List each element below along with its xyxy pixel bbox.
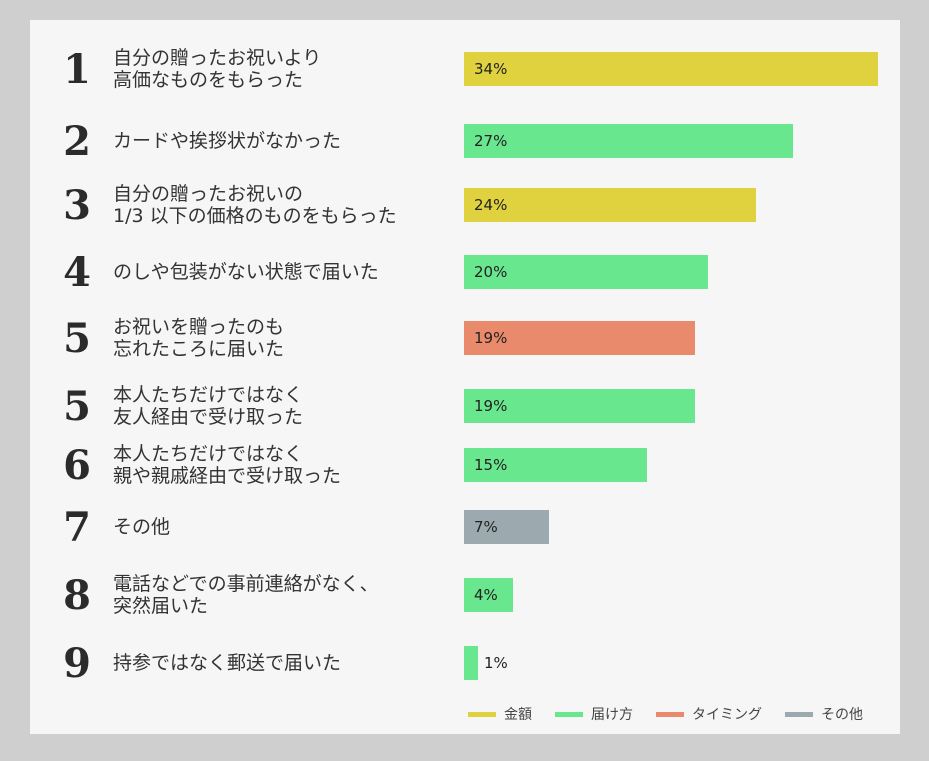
bar-row: 5 お祝いを贈ったのも 忘れたころに届いた 19%	[30, 313, 900, 363]
bar-row: 3 自分の贈ったお祝いの 1/3 以下の価格のものをもらった 24%	[30, 180, 900, 230]
rank-number: 5	[63, 314, 91, 362]
legend-label: タイミング	[692, 707, 762, 723]
legend-label: 金額	[504, 707, 532, 723]
category-label: 自分の贈ったお祝いより 高価なものをもらった	[113, 47, 322, 91]
bar-row: 6 本人たちだけではなく 親や親戚経由で受け取った 15%	[30, 440, 900, 490]
category-label: お祝いを贈ったのも 忘れたころに届いた	[113, 316, 285, 360]
bar	[464, 448, 647, 482]
bar	[464, 578, 513, 612]
legend: 金額 届け方 タイミング その他	[468, 703, 886, 725]
bar	[464, 389, 696, 423]
legend-swatch	[785, 711, 813, 717]
category-label: その他	[113, 516, 171, 538]
legend-swatch	[468, 711, 496, 717]
rank-number: 9	[63, 639, 91, 687]
bar	[464, 188, 757, 222]
bar	[464, 124, 793, 158]
legend-swatch	[555, 711, 583, 717]
rank-number: 3	[63, 181, 91, 229]
legend-item: タイミング	[656, 704, 762, 724]
bar-row: 2 カードや挨拶状がなかった 27%	[30, 116, 900, 166]
bar-value-label: 24%	[474, 196, 508, 214]
bar-value-label: 20%	[474, 263, 508, 281]
category-label: 持参ではなく郵送で届いた	[113, 652, 342, 674]
legend-item: 届け方	[555, 704, 633, 724]
bar-value-label: 7%	[474, 518, 498, 536]
rank-number: 1	[63, 45, 91, 93]
bar-value-label: 27%	[474, 132, 508, 150]
category-label: のしや包装がない状態で届いた	[113, 261, 379, 283]
category-label: 自分の贈ったお祝いの 1/3 以下の価格のものをもらった	[113, 183, 397, 227]
bar-value-label: 1%	[484, 654, 508, 672]
legend-item: 金額	[468, 704, 532, 724]
rank-number: 4	[63, 248, 91, 296]
bar-row: 5 本人たちだけではなく 友人経由で受け取った 19%	[30, 381, 900, 431]
rank-number: 2	[63, 117, 91, 165]
bar-value-label: 19%	[474, 329, 508, 347]
bar-value-label: 19%	[474, 397, 508, 415]
chart-panel: 1 自分の贈ったお祝いより 高価なものをもらった 34% 2 カードや挨拶状がなかった 2…	[30, 20, 900, 734]
rank-number: 5	[63, 382, 91, 430]
legend-label: 届け方	[591, 707, 633, 723]
bar	[464, 510, 550, 544]
rank-number: 7	[63, 503, 91, 551]
bar	[464, 255, 708, 289]
category-label: 電話などでの事前連絡がなく、 突然届いた	[113, 573, 379, 617]
legend-item: その他	[785, 704, 863, 724]
bar-row: 9 持参ではなく郵送で届いた 1%	[30, 638, 900, 688]
bar-value-label: 4%	[474, 586, 498, 604]
bar-row: 7 その他 7%	[30, 502, 900, 552]
bar	[464, 646, 478, 680]
bar	[464, 52, 878, 86]
rank-number: 6	[63, 441, 91, 489]
bar-row: 4 のしや包装がない状態で届いた 20%	[30, 247, 900, 297]
rank-number: 8	[63, 571, 91, 619]
legend-label: その他	[821, 707, 863, 723]
category-label: 本人たちだけではなく 親や親戚経由で受け取った	[113, 443, 342, 487]
bar-row: 1 自分の贈ったお祝いより 高価なものをもらった 34%	[30, 44, 900, 94]
bar-value-label: 34%	[474, 60, 508, 78]
bar	[464, 321, 696, 355]
bar-value-label: 15%	[474, 456, 508, 474]
category-label: カードや挨拶状がなかった	[113, 130, 342, 152]
legend-swatch	[656, 711, 684, 717]
category-label: 本人たちだけではなく 友人経由で受け取った	[113, 384, 304, 428]
bar-row: 8 電話などでの事前連絡がなく、 突然届いた 4%	[30, 570, 900, 620]
